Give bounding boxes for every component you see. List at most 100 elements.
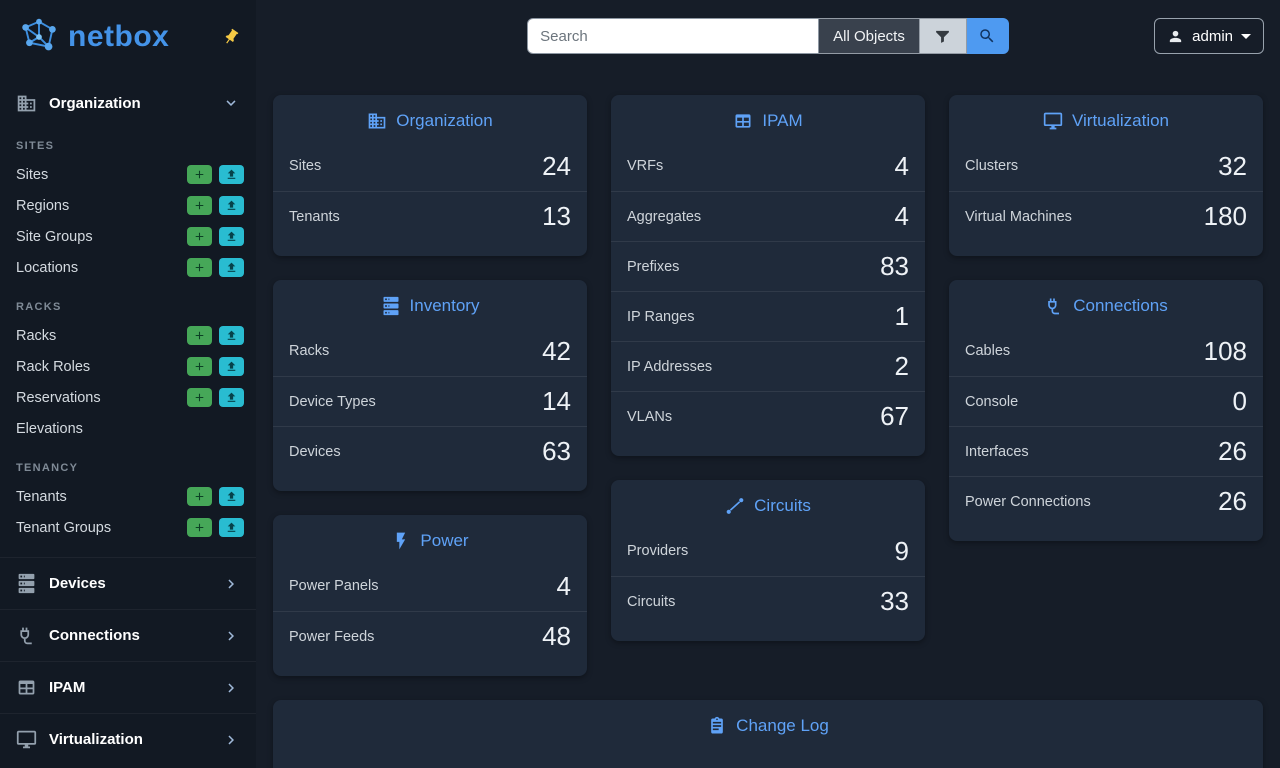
sidebar-item-regions[interactable]: Regions <box>0 190 256 221</box>
stat-link[interactable]: Console <box>965 393 1019 410</box>
stat-row: Device Types 14 <box>273 376 587 426</box>
stat-value: 0 <box>1232 386 1247 416</box>
import-button[interactable] <box>219 388 244 407</box>
stat-value: 14 <box>542 386 571 416</box>
stat-link[interactable]: Device Types <box>289 393 376 410</box>
sidebar-item-sites[interactable]: Sites <box>0 159 256 190</box>
add-button[interactable] <box>187 357 212 376</box>
lightning-icon <box>397 532 406 550</box>
stat-value: 2 <box>894 351 909 381</box>
sidebar-item-connections[interactable]: Connections <box>0 609 256 661</box>
netbox-logo-icon <box>16 14 62 60</box>
stat-row: Sites 24 <box>273 141 587 191</box>
stat-value: 63 <box>542 436 571 466</box>
sidebar-group-sites: SITES <box>16 140 55 152</box>
add-button[interactable] <box>187 196 212 215</box>
sidebar-item-ipam[interactable]: IPAM <box>0 661 256 713</box>
card-virtualization-title: Virtualization <box>949 95 1263 141</box>
card-title-text: Inventory <box>409 296 480 315</box>
upload-icon <box>227 169 236 179</box>
import-button[interactable] <box>219 518 244 537</box>
stat-row: Devices 63 <box>273 426 587 476</box>
add-button[interactable] <box>187 326 212 345</box>
stat-row: Providers 9 <box>611 526 925 576</box>
building-icon <box>368 113 386 129</box>
sidebar-item-locations[interactable]: Locations <box>0 252 256 283</box>
sidebar-item-racks[interactable]: Racks <box>0 320 256 351</box>
sidebar-item-organization[interactable]: Organization <box>0 84 256 122</box>
card-change-log-title: Change Log <box>273 700 1263 746</box>
stat-row: Circuits 33 <box>611 576 925 626</box>
sidebar-item-reservations[interactable]: Reservations <box>0 382 256 413</box>
stat-link[interactable]: Devices <box>289 443 341 460</box>
import-button[interactable] <box>219 487 244 506</box>
stat-row: Power Panels 4 <box>273 561 587 611</box>
stat-value: 13 <box>542 201 571 231</box>
stat-row: Interfaces 26 <box>949 426 1263 476</box>
stat-link[interactable]: Providers <box>627 543 689 559</box>
stat-link[interactable]: Power Feeds <box>289 628 375 645</box>
sidebar-item-rack-roles[interactable]: Rack Roles <box>0 351 256 382</box>
card-inventory: Inventory Racks 42 Device Types 14 Devic… <box>273 280 587 491</box>
card-title-text: Organization <box>396 111 493 130</box>
add-button[interactable] <box>187 227 212 246</box>
stat-value: 26 <box>1218 436 1247 466</box>
cable-icon <box>1048 298 1060 315</box>
add-button[interactable] <box>187 165 212 184</box>
stat-link[interactable]: Interfaces <box>965 443 1029 460</box>
stat-link[interactable]: VRFs <box>627 158 664 174</box>
dashboard-column-3: Virtualization Clusters 32 Virtual Machi… <box>949 95 1263 676</box>
dashboard-column-2: IPAM VRFs 4 Aggregates 4 Prefixes 83 IP … <box>611 95 925 676</box>
stat-value: 83 <box>880 251 909 281</box>
search-submit-button[interactable] <box>966 18 1009 54</box>
sidebar-item-elevations[interactable]: Elevations <box>16 420 83 437</box>
card-title-text: Virtualization <box>1071 111 1170 130</box>
plus-icon <box>195 393 204 402</box>
stat-link[interactable]: Power Connections <box>965 493 1091 510</box>
sidebar-item-virtualization[interactable]: Virtualization <box>0 713 256 765</box>
card-organization-title: Organization <box>273 95 587 141</box>
import-button[interactable] <box>219 165 244 184</box>
stat-value: 32 <box>1218 150 1247 181</box>
add-button[interactable] <box>187 388 212 407</box>
stat-link[interactable]: Aggregates <box>627 208 702 225</box>
stat-link[interactable]: Virtual Machines <box>965 208 1072 225</box>
stat-link[interactable]: Circuits <box>627 593 676 610</box>
import-button[interactable] <box>219 196 244 215</box>
stat-value: 42 <box>542 335 571 366</box>
stat-link[interactable]: Cables <box>965 343 1011 359</box>
import-button[interactable] <box>219 326 244 345</box>
pin-icon[interactable] <box>222 28 240 46</box>
user-menu-button[interactable]: admin <box>1154 18 1264 54</box>
stat-link[interactable]: Racks <box>289 343 330 359</box>
stat-link[interactable]: Sites <box>289 158 322 174</box>
filter-button[interactable] <box>919 18 967 54</box>
stat-link[interactable]: Clusters <box>965 158 1019 174</box>
stat-link[interactable]: IP Ranges <box>627 308 695 325</box>
sidebar-item-devices[interactable]: Devices <box>0 557 256 609</box>
import-button[interactable] <box>219 357 244 376</box>
add-button[interactable] <box>187 518 212 537</box>
stat-link[interactable]: IP Addresses <box>627 358 713 375</box>
sidebar-item-tenant-groups[interactable]: Tenant Groups <box>0 512 256 543</box>
card-power: Power Power Panels 4 Power Feeds 48 <box>273 515 587 676</box>
import-button[interactable] <box>219 227 244 246</box>
connections-icon <box>16 625 37 646</box>
add-button[interactable] <box>187 258 212 277</box>
search-input[interactable] <box>527 18 820 54</box>
devices-icon <box>16 573 37 594</box>
add-button[interactable] <box>187 487 212 506</box>
stat-row: Tenants 13 <box>273 191 587 241</box>
stat-link[interactable]: Power Panels <box>289 578 379 594</box>
chevron-right-icon <box>222 679 240 697</box>
sidebar-item-site-groups[interactable]: Site Groups <box>0 221 256 252</box>
search-scope-button[interactable]: All Objects <box>819 18 920 54</box>
card-circuits-title: Circuits <box>611 480 925 526</box>
stat-link[interactable]: Prefixes <box>627 258 680 275</box>
sidebar-item-tenants[interactable]: Tenants <box>0 481 256 512</box>
card-title-text: IPAM <box>762 111 803 130</box>
stat-value: 180 <box>1203 201 1247 231</box>
import-button[interactable] <box>219 258 244 277</box>
stat-link[interactable]: VLANs <box>627 408 673 425</box>
stat-link[interactable]: Tenants <box>289 208 340 225</box>
